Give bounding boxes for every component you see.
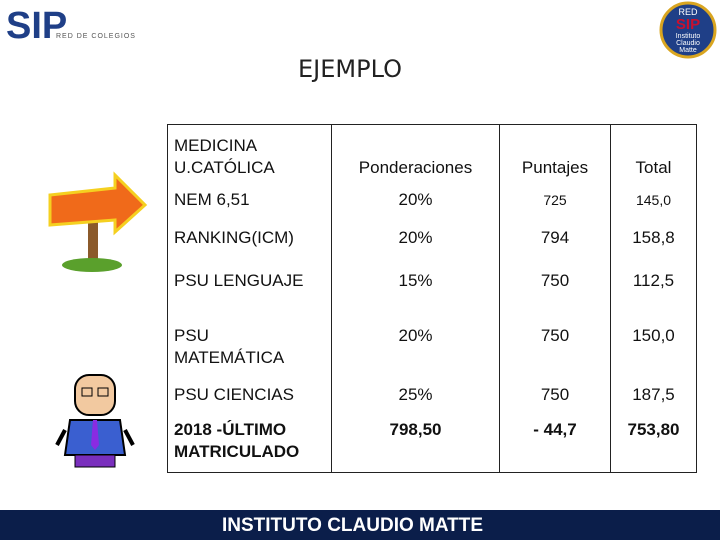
title: EJEMPLO: [298, 55, 402, 83]
table-cell: - 44,7: [499, 410, 611, 473]
table-cell: PSU CIENCIAS: [174, 384, 294, 404]
logo-subtitle: RED DE COLEGIOS: [56, 33, 136, 40]
table-cell: 158,8: [610, 218, 697, 262]
table-cell: MEDICINA U.CATÓLICA: [174, 135, 275, 177]
table-cell: Puntajes: [499, 124, 611, 181]
logo-name: SIP: [6, 5, 67, 47]
table-cell: 25%: [331, 375, 500, 411]
table-row: RANKING(ICM) 20% 794 158,8: [168, 218, 697, 262]
table-row: PSU LENGUAJE 15% 750 112,5: [168, 261, 697, 317]
table-cell: 20%: [331, 316, 500, 376]
table-cell: 794: [499, 218, 611, 262]
table-row: PSU MATEMÁTICA 20% 750 150,0: [168, 316, 697, 376]
man-clipart: [55, 374, 135, 468]
table-cell: 725: [499, 180, 611, 219]
table-cell: 145,0: [610, 180, 697, 219]
table-cell: 2018 -ÚLTIMO MATRICULADO: [174, 419, 300, 461]
table-row: PSU CIENCIAS 25% 750 187,5: [168, 375, 697, 411]
table-cell: 20%: [331, 218, 500, 262]
data-table: MEDICINA U.CATÓLICA Ponderaciones Puntajes…: [167, 124, 697, 473]
table-row: MEDICINA U.CATÓLICA Ponderaciones Puntajes…: [168, 124, 697, 181]
table-cell: PSU LENGUAJE: [174, 270, 304, 290]
badge: [659, 1, 717, 59]
table-cell: 112,5: [610, 261, 697, 317]
table-cell: PSU MATEMÁTICA: [174, 325, 285, 367]
table-cell: 750: [499, 375, 611, 411]
footer-text: INSTITUTO CLAUDIO MATTE: [222, 515, 484, 536]
table-row: 2018 -ÚLTIMO MATRICULADO 798,50- 44,7 753,…: [168, 410, 697, 473]
table-cell: 750: [499, 261, 611, 317]
table-cell: 798,50: [331, 410, 500, 473]
table-cell: RANKING(ICM): [174, 227, 294, 247]
table-cell: 15%: [331, 261, 500, 317]
sign-clipart: [48, 171, 148, 272]
header-graphics: SIP RED DE COLEGIOS RED SIP Instituto Cla…: [6, 1, 717, 59]
table-cell: 750: [499, 316, 611, 376]
badge-name: SIP: [676, 16, 700, 33]
table-cell: Ponderaciones: [331, 124, 500, 181]
table-cell: 753,80: [610, 410, 697, 473]
table-cell: Total: [610, 124, 697, 181]
table-cell: NEM 6,51: [174, 189, 250, 209]
table-row: NEM 6,51 20% 725 145,0: [168, 180, 697, 219]
badge-school: Instituto Claudio Matte: [676, 33, 701, 54]
badge-top: RED: [678, 7, 698, 17]
table-cell: 187,5: [610, 375, 697, 411]
table-cell: 150,0: [610, 316, 697, 376]
table-cell: 20%: [331, 180, 500, 219]
footer-bar: INSTITUTO CLAUDIO MATTE: [0, 510, 720, 540]
